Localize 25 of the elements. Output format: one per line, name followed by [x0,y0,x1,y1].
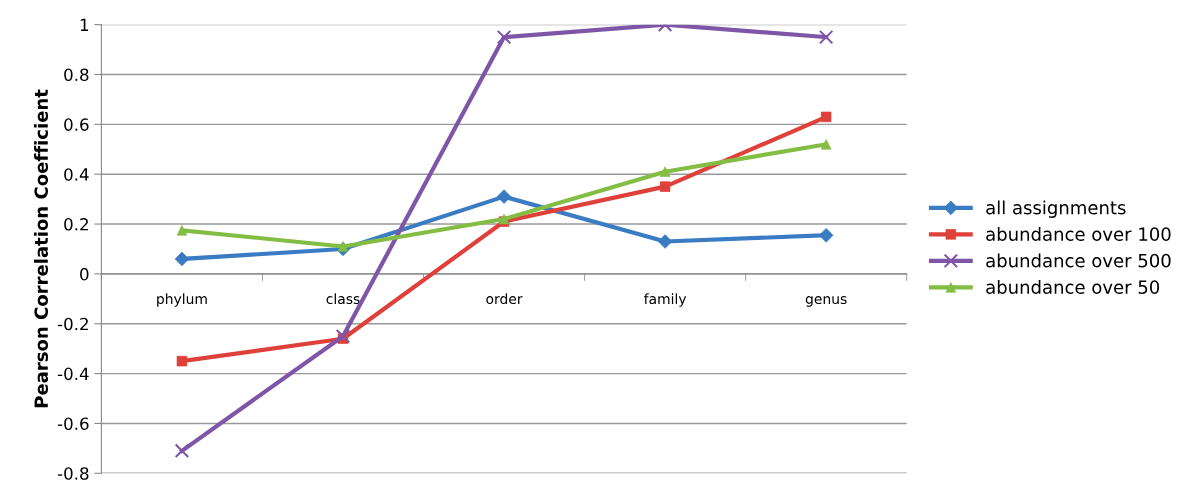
legend-label: abundance over 50 [986,279,1160,294]
legend-label: abundance over 500 [986,253,1171,268]
y-axis-title: Pearson Correlation Coefficient [34,89,49,408]
point [818,29,834,45]
x-tick-label: genus [805,296,847,307]
y-tick-label: -0.6 [57,417,89,430]
x-tick-label: class [326,293,360,305]
x-tick-label: phylum [157,293,207,307]
point [496,29,512,45]
y-tick-label: 0 [80,267,89,281]
x-tick-label: family [643,293,687,307]
y-tick-label: 1 [80,18,89,31]
point [335,328,351,344]
y-tick-label: -0.8 [57,467,89,480]
x-tick-label: order [486,293,523,305]
y-tick-label: 0.4 [64,168,89,181]
y-tick-label: 0.8 [64,68,89,82]
legend-label: all assignments [986,200,1126,218]
point [174,443,190,459]
y-tick-label: 0.6 [64,118,89,131]
legend-label: abundance over 100 [986,226,1171,241]
point [176,355,188,367]
y-tick-label: -0.2 [57,317,88,331]
y-tick-label: 0.2 [64,218,88,231]
y-tick-label: -0.4 [57,367,89,381]
